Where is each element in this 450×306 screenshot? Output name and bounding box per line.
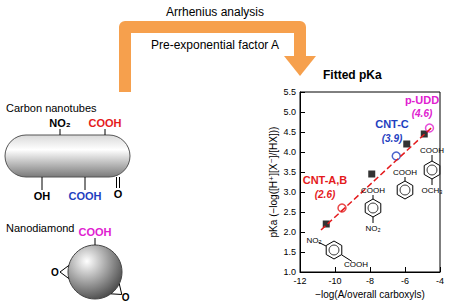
svg-text:3.5: 3.5 — [283, 167, 296, 177]
svg-text:Nanodiamond: Nanodiamond — [6, 222, 75, 234]
svg-text:Fitted pKa: Fitted pKa — [323, 68, 382, 82]
svg-text:-10: -10 — [328, 276, 341, 286]
svg-text:O: O — [114, 188, 123, 200]
svg-text:4.0: 4.0 — [283, 147, 296, 157]
svg-text:Carbon nanotubes: Carbon nanotubes — [6, 102, 97, 114]
svg-text:(4.6): (4.6) — [412, 108, 433, 119]
svg-text:3.0: 3.0 — [283, 187, 296, 197]
svg-text:pKa (−log([H⁺][X⁻]/[HX])): pKa (−log([H⁺][X⁻]/[HX])) — [268, 127, 279, 238]
svg-text:COOH: COOH — [79, 226, 112, 238]
svg-text:CNT-A,B: CNT-A,B — [303, 174, 348, 186]
svg-text:Pre-exponential factor A: Pre-exponential factor A — [151, 38, 279, 52]
svg-text:1.5: 1.5 — [283, 247, 296, 257]
svg-text:-6: -6 — [401, 276, 409, 286]
svg-text:-8: -8 — [366, 276, 374, 286]
svg-text:4.5: 4.5 — [283, 127, 296, 137]
svg-text:Arrhenius analysis: Arrhenius analysis — [166, 5, 264, 19]
svg-text:COOH: COOH — [361, 186, 385, 195]
svg-text:p-UDD: p-UDD — [405, 94, 439, 106]
svg-text:COOH: COOH — [344, 260, 368, 269]
svg-text:COOH: COOH — [420, 146, 444, 155]
svg-text:2.5: 2.5 — [283, 207, 296, 217]
svg-text:COOH: COOH — [69, 190, 102, 202]
svg-text:NO₂: NO₂ — [365, 224, 380, 233]
svg-text:5.0: 5.0 — [283, 107, 296, 117]
svg-text:NO₂: NO₂ — [306, 236, 321, 245]
svg-text:−log(A/overall carboxyls): −log(A/overall carboxyls) — [315, 289, 425, 300]
svg-text:NO₂: NO₂ — [49, 117, 71, 129]
svg-text:COOH: COOH — [89, 117, 122, 129]
svg-text:-12: -12 — [293, 276, 306, 286]
svg-text:CNT-C: CNT-C — [375, 118, 409, 130]
svg-text:2.0: 2.0 — [283, 227, 296, 237]
svg-text:OCH₃: OCH₃ — [421, 186, 442, 195]
svg-text:COOH: COOH — [393, 168, 417, 177]
svg-text:(3.9): (3.9) — [382, 133, 403, 144]
svg-text:-4: -4 — [436, 276, 444, 286]
svg-text:5.5: 5.5 — [283, 87, 296, 97]
svg-text:1.0: 1.0 — [283, 267, 296, 277]
svg-text:O: O — [122, 292, 130, 303]
svg-text:(2.6): (2.6) — [315, 189, 336, 200]
svg-text:O: O — [51, 267, 59, 278]
svg-text:OH: OH — [34, 190, 51, 202]
